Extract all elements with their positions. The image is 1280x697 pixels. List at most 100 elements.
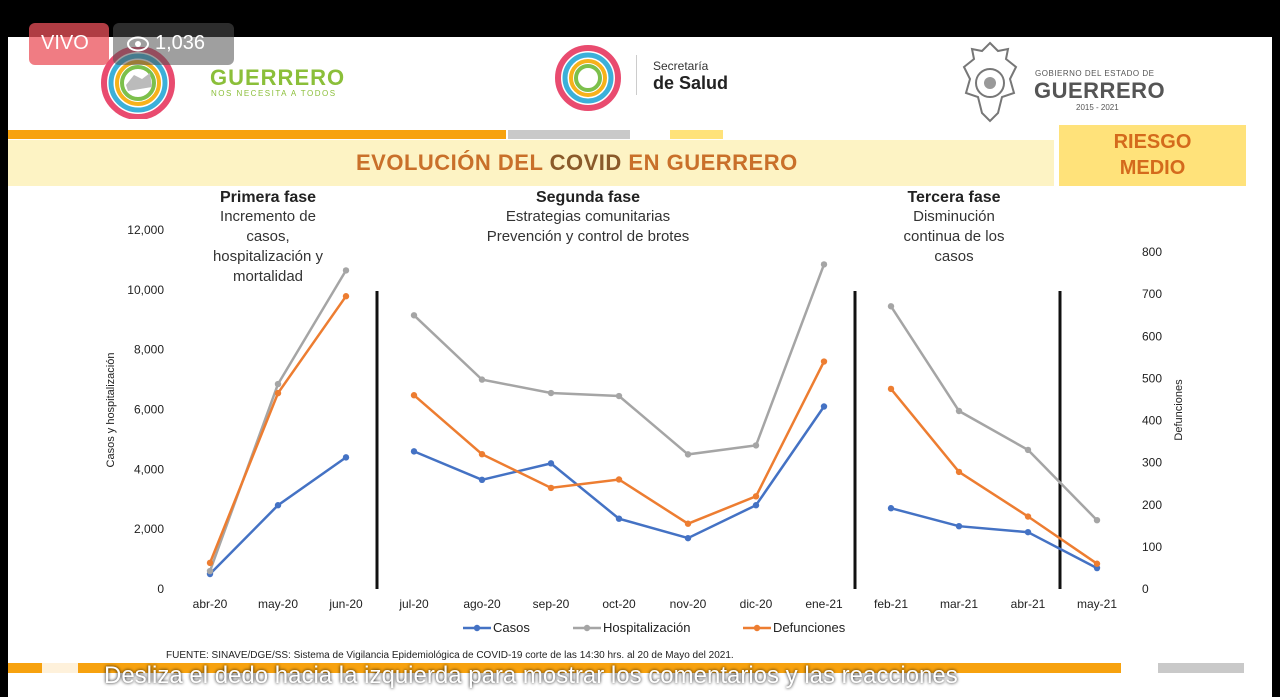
series-line-defunciones-segment-2: [413, 360, 826, 526]
x-tick: jul-20: [398, 597, 429, 611]
data-point-hospitalizacin: [1024, 446, 1032, 454]
x-tick: may-21: [1077, 597, 1117, 611]
data-point-hospitalizacin: [955, 407, 963, 415]
x-axis-ticks: abr-20 may-20 jun-20 jul-20 ago-20 sep-20 oct-…: [193, 597, 1118, 611]
series-line-defunciones-segment-3: [890, 388, 1098, 565]
guerrero-logo-title: GUERRERO: [210, 65, 346, 90]
data-point-hospitalizacin: [615, 392, 623, 400]
y-right-tick: 100: [1142, 540, 1162, 554]
phase-dividers: [375, 291, 1062, 589]
data-point-defunciones: [1024, 513, 1032, 520]
y-left-tick: 6,000: [134, 403, 164, 417]
data-point-casos: [615, 515, 623, 522]
y-left-tick: 10,000: [127, 283, 164, 297]
y-left-tick: 4,000: [134, 462, 164, 476]
data-point-defunciones: [684, 520, 692, 527]
data-point-casos: [684, 534, 692, 542]
data-point-casos: [752, 502, 760, 509]
salud-logo-icon: [555, 45, 621, 111]
y-right-tick: 200: [1142, 498, 1162, 512]
x-tick: ene-21: [805, 597, 843, 611]
data-point-hospitalizacin: [752, 442, 760, 449]
phase-1-desc-1: Incremento de: [220, 208, 316, 225]
data-point-defunciones: [206, 559, 214, 567]
page-title: EVOLUCIÓN DEL COVID EN GUERRERO: [356, 150, 798, 176]
phase-1-desc-2: casos,: [246, 228, 290, 245]
slide: GUERRERO NOS NECESITA A TODOS Secretaría…: [8, 37, 1272, 697]
guerrero-logo-tagline: NOS NECESITA A TODOS: [211, 89, 337, 98]
title-part1: EVOLUCIÓN DEL: [356, 150, 550, 175]
data-point-casos: [1024, 528, 1032, 536]
data-point-hospitalizacin: [478, 376, 486, 383]
y-right-tick: 800: [1142, 245, 1162, 259]
title-part2: COVID: [549, 150, 622, 175]
data-point-defunciones: [547, 484, 555, 492]
data-point-casos: [478, 476, 486, 484]
bottom-strip-gray: [1158, 663, 1244, 673]
y-right-tick: 500: [1142, 371, 1162, 385]
gobierno-line1: GOBIERNO DEL ESTADO DE: [1035, 69, 1155, 78]
salud-line2: de Salud: [653, 73, 729, 93]
phase-2: Segunda fase Estrategias comunitarias Pr…: [438, 189, 738, 247]
data-point-casos: [547, 460, 555, 467]
title-part3: EN GUERRERO: [621, 150, 798, 175]
data-point-defunciones: [274, 389, 282, 397]
data-point-defunciones: [478, 451, 486, 458]
y-axis-right-title: Defunciones: [1173, 379, 1185, 441]
data-point-hospitalizacin: [820, 261, 828, 268]
y-right-tick: 400: [1142, 414, 1162, 428]
data-point-defunciones: [410, 392, 418, 399]
data-point-hospitalizacin: [684, 451, 692, 458]
data-point-casos: [820, 403, 828, 410]
state-seal-icon: [962, 41, 1018, 123]
source-note: FUENTE: SINAVE/DGE/SS: Sistema de Vigila…: [166, 650, 734, 661]
strip-yellow: [670, 130, 723, 139]
data-point-hospitalizacin: [547, 389, 555, 397]
data-point-defunciones: [820, 358, 828, 365]
x-tick: feb-21: [874, 597, 908, 611]
data-point-defunciones: [887, 385, 895, 393]
y-right-tick: 600: [1142, 329, 1162, 343]
salud-divider: [636, 55, 637, 95]
data-point-defunciones: [615, 476, 623, 483]
x-tick: ago-20: [463, 597, 501, 611]
risk-line1: RIESGO: [1113, 131, 1192, 153]
y-left-tick: 12,000: [127, 223, 164, 237]
y-left-tick: 8,000: [134, 343, 164, 357]
data-point-casos: [342, 454, 350, 461]
series-line-hospitalizacin-segment-3: [889, 305, 1098, 522]
gobierno-line3: 2015 - 2021: [1076, 103, 1119, 112]
y-right-tick: 300: [1142, 456, 1162, 470]
gobierno-line2: GUERRERO: [1034, 78, 1166, 103]
viewer-count[interactable]: 1,036: [113, 23, 234, 65]
data-point-defunciones: [1093, 560, 1101, 567]
x-tick: mar-21: [940, 597, 978, 611]
y-left-tick: 0: [157, 582, 164, 596]
phase-3-title: Tercera fase: [907, 189, 1001, 206]
comment-bubble-icon[interactable]: [40, 655, 80, 693]
legend-label-hospitalizacin: Hospitalización: [603, 620, 690, 635]
data-point-casos: [955, 522, 963, 530]
eye-icon: [127, 36, 149, 52]
data-point-defunciones: [955, 468, 963, 476]
legend-marker-defunciones: [753, 624, 761, 632]
right-axis-ticks: 0 100 200 300 400 500 600 700 800: [1142, 245, 1162, 596]
data-point-hospitalizacin: [342, 267, 350, 274]
salud-line1: Secretaría: [653, 59, 709, 73]
data-point-hospitalizacin: [410, 312, 418, 319]
phase-3: Tercera fase Disminución continua de los…: [864, 189, 1044, 267]
left-axis-ticks: 0 2,000 4,000 6,000 8,000 10,000 12,000: [127, 223, 164, 596]
y-right-tick: 700: [1142, 287, 1162, 301]
strip-orange: [8, 130, 506, 139]
series-line-hospitalizacin-segment-1: [208, 269, 348, 572]
viewer-count-value: 1,036: [155, 32, 206, 54]
x-tick: oct-20: [602, 597, 636, 611]
phase-1-title: Primera fase: [219, 189, 317, 206]
phase-1: Primera fase Incremento de casos, hospit…: [176, 189, 360, 287]
phase-1-desc-4: mortalidad: [232, 268, 304, 285]
series-line-defunciones-segment-1: [208, 295, 348, 564]
x-tick: jun-20: [328, 597, 363, 611]
legend: Casos Hospitalización Defunciones: [463, 620, 846, 635]
data-point-defunciones: [342, 293, 350, 300]
data-point-casos: [887, 505, 895, 512]
